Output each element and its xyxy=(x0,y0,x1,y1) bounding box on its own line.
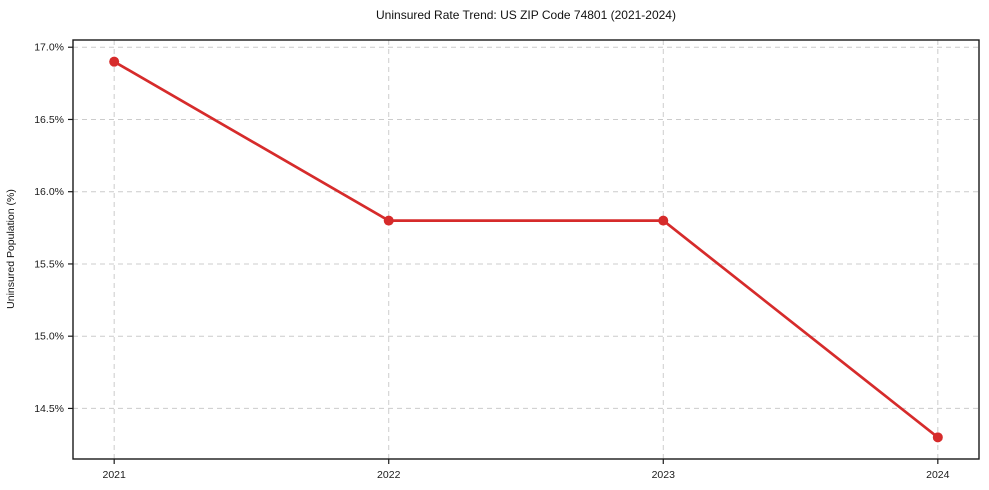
data-point-marker xyxy=(109,56,120,67)
y-tick-label: 15.0% xyxy=(34,331,64,343)
y-tick-label: 15.5% xyxy=(34,258,64,270)
trend-line xyxy=(112,60,940,439)
y-tick-label: 16.0% xyxy=(34,186,64,198)
data-point-marker xyxy=(932,432,943,443)
plot-area: 14.5% 15.0% 15.5% 16.0% 16.5% 17.0% 2021 2022 20… xyxy=(34,39,980,481)
y-axis-label: Uninsured Population (%) xyxy=(5,189,17,309)
x-tick-label: 2024 xyxy=(926,469,950,481)
x-tick-label: 2023 xyxy=(652,469,676,481)
data-point-marker xyxy=(383,215,394,226)
y-tick-label: 14.5% xyxy=(34,403,64,415)
y-tick-label: 17.0% xyxy=(34,42,64,54)
y-tick-label: 16.5% xyxy=(34,114,64,126)
x-tick-label: 2021 xyxy=(103,469,127,481)
x-tick-label: 2022 xyxy=(377,469,401,481)
chart-title: Uninsured Rate Trend: US ZIP Code 74801 … xyxy=(376,8,676,22)
data-point-marker xyxy=(658,215,669,226)
plot-border xyxy=(72,39,980,460)
